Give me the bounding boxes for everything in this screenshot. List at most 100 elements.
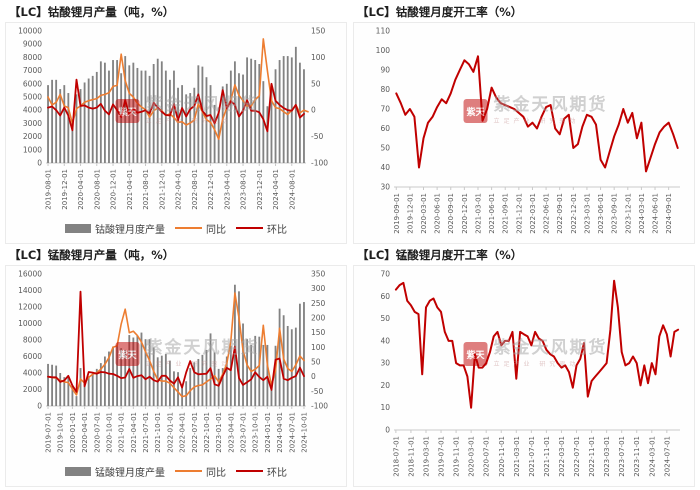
svg-text:2000: 2000 bbox=[23, 132, 42, 141]
svg-text:70: 70 bbox=[380, 105, 390, 114]
chart-cell-lco-operating-rate: 【LC】钴酸锂月度开工率（%） 30 40 50 60 70 80 90 100 110 2019… bbox=[351, 3, 697, 244]
svg-text:150: 150 bbox=[311, 328, 326, 337]
svg-text:2020-07-01: 2020-07-01 bbox=[93, 412, 101, 453]
svg-text:40: 40 bbox=[380, 336, 390, 345]
legend-yoy-line-swatch bbox=[175, 469, 202, 473]
svg-text:2023-01-01: 2023-01-01 bbox=[215, 412, 223, 453]
line-series-0 bbox=[395, 55, 679, 173]
legend-lco-production: 钴酸锂月度产量 同比 环比 bbox=[6, 217, 346, 239]
line-series-0 bbox=[394, 279, 680, 409]
svg-text:2022-07-01: 2022-07-01 bbox=[573, 436, 581, 477]
chart-panel-lco-operating-rate: 30 40 50 60 70 80 90 100 110 2019-09-01 2019-12-01… bbox=[353, 22, 695, 244]
chart-panel-lmo-production: 0 2000 4000 6000 8000 10000 12000 14000 16000 -10… bbox=[5, 265, 347, 487]
svg-text:2020-11-01: 2020-11-01 bbox=[498, 436, 506, 477]
svg-text:2023-09-01: 2023-09-01 bbox=[611, 193, 619, 234]
svg-text:40: 40 bbox=[380, 163, 390, 172]
svg-text:2023-07-01: 2023-07-01 bbox=[240, 412, 248, 453]
svg-text:20: 20 bbox=[380, 381, 390, 390]
svg-text:-50: -50 bbox=[311, 132, 323, 141]
svg-text:5000: 5000 bbox=[23, 93, 42, 102]
legend-label-production: 钴酸锂月度产量 bbox=[95, 224, 165, 236]
svg-text:2023-03-01: 2023-03-01 bbox=[583, 193, 591, 234]
svg-text:2019-07-01: 2019-07-01 bbox=[45, 412, 53, 453]
svg-text:2024-07-01: 2024-07-01 bbox=[288, 412, 296, 453]
svg-text:2024-08-01: 2024-08-01 bbox=[288, 169, 296, 210]
chart-title-lco-operating-rate: 【LC】钴酸锂月度开工率（%） bbox=[357, 5, 523, 19]
svg-text:70: 70 bbox=[380, 270, 390, 279]
svg-text:2023-11-01: 2023-11-01 bbox=[633, 436, 641, 477]
svg-text:2021-07-01: 2021-07-01 bbox=[142, 412, 150, 453]
svg-text:2023-08-01: 2023-08-01 bbox=[240, 169, 248, 210]
x-axis-labels: 2019-07-01 2019-10-01 2020-01-01 2020-04-01… bbox=[45, 406, 308, 453]
svg-text:2021-03-01: 2021-03-01 bbox=[513, 436, 521, 477]
chart-panel-lmo-operating-rate: 0 10 20 30 40 50 60 70 2018-07-01 2018-11-01 2019-… bbox=[353, 265, 695, 487]
svg-text:2022-07-01: 2022-07-01 bbox=[191, 412, 199, 453]
svg-text:2018-11-01: 2018-11-01 bbox=[407, 436, 415, 477]
svg-text:8000: 8000 bbox=[23, 336, 42, 345]
legend-label-mom: 环比 bbox=[267, 467, 287, 479]
svg-text:2020-03-01: 2020-03-01 bbox=[420, 193, 428, 234]
svg-text:2021-09-01: 2021-09-01 bbox=[502, 193, 510, 234]
svg-text:2024-09-01: 2024-09-01 bbox=[665, 193, 673, 234]
svg-text:2021-01-01: 2021-01-01 bbox=[118, 412, 126, 453]
lco-operating-rate-plot: 30 40 50 60 70 80 90 100 110 2019-09-01 2019-12-01… bbox=[376, 27, 680, 234]
svg-text:2020-12-01: 2020-12-01 bbox=[461, 193, 469, 234]
x-axis-labels: 2019-08-01 2019-12-01 2020-04-01 2020-08-01… bbox=[45, 163, 296, 210]
svg-text:90: 90 bbox=[380, 66, 390, 75]
legend-item-yoy: 同比 bbox=[175, 464, 226, 479]
line-series-0 bbox=[47, 292, 305, 398]
svg-text:0: 0 bbox=[311, 372, 316, 381]
svg-text:9000: 9000 bbox=[23, 40, 42, 49]
svg-text:100: 100 bbox=[311, 53, 326, 62]
svg-text:0: 0 bbox=[385, 426, 390, 435]
chart-title-lco-production: 【LC】钴酸锂月产量（吨，%） bbox=[9, 5, 175, 19]
svg-text:30: 30 bbox=[380, 183, 390, 192]
svg-text:2022-09-01: 2022-09-01 bbox=[556, 193, 564, 234]
svg-text:2023-12-01: 2023-12-01 bbox=[256, 169, 264, 210]
y-axis-left: 0 2000 4000 6000 8000 10000 12000 14000 16000 bbox=[18, 270, 42, 411]
svg-text:0: 0 bbox=[37, 159, 42, 168]
svg-text:14000: 14000 bbox=[18, 286, 42, 295]
svg-text:2024-06-01: 2024-06-01 bbox=[652, 193, 660, 234]
y-axis-left: 30 40 50 60 70 80 90 100 110 bbox=[376, 27, 391, 192]
y-axis-right: -100 -50 0 50 100 150 bbox=[311, 27, 328, 168]
svg-text:-50: -50 bbox=[311, 387, 323, 396]
legend-mom-line-swatch bbox=[236, 226, 263, 230]
svg-text:2022-12-01: 2022-12-01 bbox=[207, 169, 215, 210]
legend-bar-swatch bbox=[65, 466, 91, 476]
svg-text:0: 0 bbox=[311, 106, 316, 115]
svg-text:2019-12-01: 2019-12-01 bbox=[406, 193, 414, 234]
svg-text:110: 110 bbox=[376, 27, 391, 36]
svg-text:2020-06-01: 2020-06-01 bbox=[434, 193, 442, 234]
line-series-1 bbox=[47, 78, 305, 133]
svg-text:2022-04-01: 2022-04-01 bbox=[179, 412, 187, 453]
svg-text:60: 60 bbox=[380, 292, 390, 301]
svg-text:2019-12-01: 2019-12-01 bbox=[61, 169, 69, 210]
svg-text:2020-04-01: 2020-04-01 bbox=[81, 412, 89, 453]
svg-text:2018-07-01: 2018-07-01 bbox=[392, 436, 400, 477]
lco-production-plot: 0100020003000400050006000700080009000100… bbox=[18, 27, 328, 210]
svg-text:-100: -100 bbox=[311, 402, 328, 411]
svg-text:2022-12-01: 2022-12-01 bbox=[570, 193, 578, 234]
y-axis-left: 0 10 20 30 40 50 60 70 bbox=[380, 270, 390, 435]
svg-text:-100: -100 bbox=[311, 159, 328, 168]
svg-text:2023-06-01: 2023-06-01 bbox=[597, 193, 605, 234]
legend-item-mom: 环比 bbox=[236, 464, 287, 479]
svg-text:2023-04-01: 2023-04-01 bbox=[223, 169, 231, 210]
svg-text:2021-03-01: 2021-03-01 bbox=[474, 193, 482, 234]
svg-text:2020-01-01: 2020-01-01 bbox=[69, 412, 77, 453]
svg-text:2019-03-01: 2019-03-01 bbox=[422, 436, 430, 477]
svg-text:2021-06-01: 2021-06-01 bbox=[488, 193, 496, 234]
svg-text:2019-11-01: 2019-11-01 bbox=[453, 436, 461, 477]
lmo-operating-rate-plot: 0 10 20 30 40 50 60 70 2018-07-01 2018-11-01 2019-… bbox=[380, 270, 680, 477]
svg-text:2021-04-01: 2021-04-01 bbox=[126, 169, 134, 210]
y-axis-left: 0 1000 2000 3000 4000 5000 6000 7000 8000 9000 100… bbox=[18, 27, 42, 168]
svg-text:2024-07-01: 2024-07-01 bbox=[663, 436, 671, 477]
svg-text:0: 0 bbox=[37, 402, 42, 411]
x-axis-labels: 2018-07-01 2018-11-01 2019-03-01 2019-07-01… bbox=[392, 430, 671, 477]
svg-text:2022-04-01: 2022-04-01 bbox=[175, 169, 183, 210]
lmo-production-plot: 0200040006000800010000120001400016000-10… bbox=[18, 270, 328, 453]
svg-text:2021-04-01: 2021-04-01 bbox=[130, 412, 138, 453]
svg-text:10000: 10000 bbox=[18, 319, 42, 328]
svg-text:2020-03-01: 2020-03-01 bbox=[468, 436, 476, 477]
